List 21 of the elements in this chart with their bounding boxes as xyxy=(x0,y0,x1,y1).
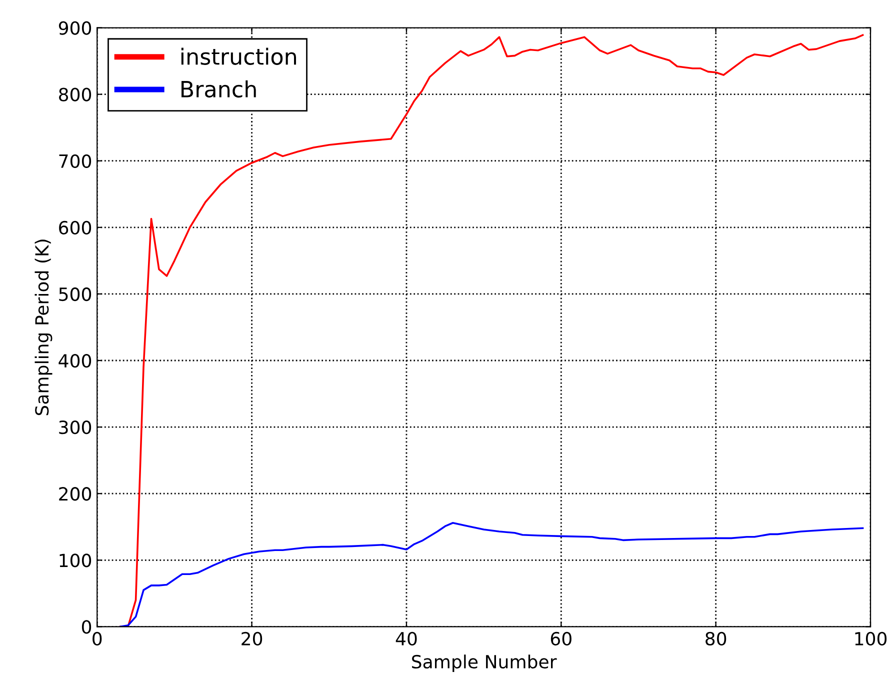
legend-label: instruction xyxy=(181,48,296,65)
y-tick-label: 700 xyxy=(59,154,92,168)
line-series xyxy=(119,522,864,627)
y-tick-label: 600 xyxy=(59,220,92,235)
x-tick-label: 0 xyxy=(92,632,102,646)
y-tick-label: 100 xyxy=(60,554,92,568)
legend-label: Branch xyxy=(182,80,256,98)
x-tick-label: 100 xyxy=(855,632,887,646)
y-tick-label: 400 xyxy=(58,354,92,368)
x-tick-label: 60 xyxy=(550,632,572,646)
y-tick-label: 900 xyxy=(58,21,92,35)
y-tick-label: 0 xyxy=(82,620,92,634)
y-tick-label: 300 xyxy=(59,420,92,434)
y-axis-title: Sampling Period (K) xyxy=(34,240,52,416)
x-tick-label: 40 xyxy=(396,632,417,646)
x-tick-label: 80 xyxy=(706,632,726,646)
y-tick-label: 200 xyxy=(59,487,92,501)
y-tick-label: 500 xyxy=(59,287,92,302)
y-tick-label: 800 xyxy=(59,88,92,102)
x-tick-label: 20 xyxy=(242,632,262,646)
x-axis-title: Sample Number xyxy=(412,654,557,672)
